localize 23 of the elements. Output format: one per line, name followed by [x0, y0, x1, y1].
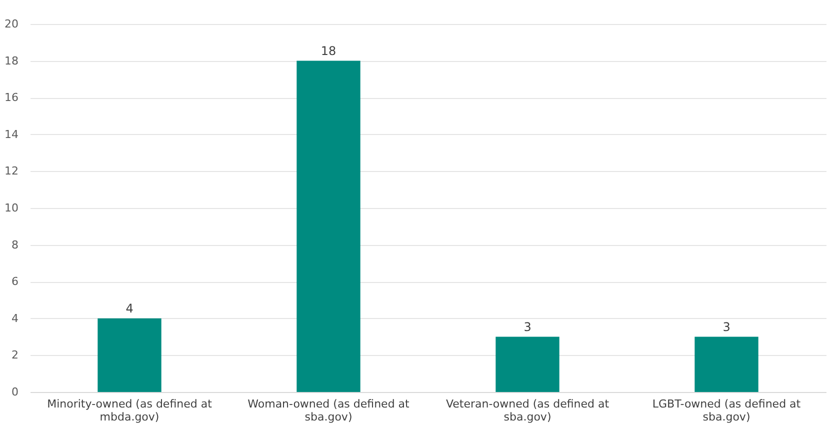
bar	[694, 336, 758, 392]
x-tick-label: Minority-owned (as defined at mbda.gov)	[47, 398, 213, 424]
bar	[296, 60, 360, 392]
x-tick-label: Veteran-owned (as defined at sba.gov)	[446, 398, 610, 424]
y-tick-label: 20	[4, 18, 18, 30]
x-tick-label: Woman-owned (as defined at sba.gov)	[248, 398, 410, 424]
y-tick-label: 10	[4, 202, 18, 214]
data-label: 4	[126, 301, 134, 316]
y-tick-label: 2	[12, 348, 18, 362]
bar	[496, 336, 560, 392]
x-tick-label: LGBT-owned (as defined at sba.gov)	[652, 398, 802, 424]
y-tick-label: 4	[12, 312, 18, 325]
y-tick-label: 12	[4, 164, 18, 178]
data-label: 3	[524, 320, 532, 334]
data-label: 18	[320, 44, 336, 58]
y-tick-label: 18	[4, 54, 18, 68]
y-tick-label: 16	[4, 91, 18, 104]
y-tick-label: 14	[4, 128, 18, 141]
y-tick-label: 0	[12, 386, 18, 398]
data-label: 3	[722, 320, 730, 334]
bar	[98, 318, 162, 392]
y-tick-label: 8	[12, 238, 18, 252]
y-tick-label: 6	[12, 275, 18, 288]
